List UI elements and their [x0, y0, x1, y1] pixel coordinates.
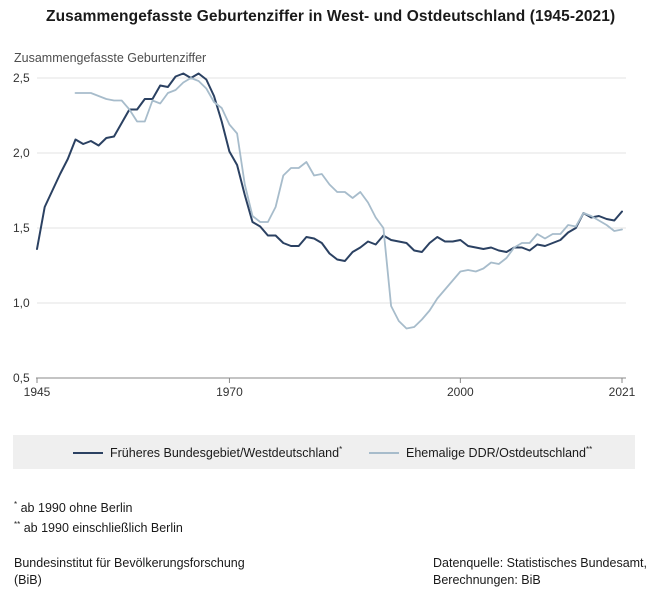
legend-swatch-east — [369, 452, 399, 454]
legend: Früheres Bundesgebiet/Westdeutschland* E… — [13, 435, 635, 469]
y-tick-label: 1,0 — [13, 296, 30, 310]
x-axis: 1945 1970 2000 2021 — [24, 377, 636, 399]
legend-label-west: Früheres Bundesgebiet/Westdeutschland* — [110, 445, 342, 460]
line-chart: 0,5 1,0 1,5 2,0 2,5 1945 1970 2000 2021 — [13, 71, 636, 399]
data-source-line-1: Datenquelle: Statistisches Bundesamt, — [433, 556, 648, 570]
x-tick-label: 1970 — [216, 385, 243, 399]
legend-mark-east: ** — [585, 445, 593, 454]
footnote-1-mark: * — [14, 500, 18, 509]
chart-title: Zusammengefasste Geburtenziffer in West-… — [46, 8, 616, 25]
publisher-line-1: Bundesinstitut für Bevölkerungsforschung — [14, 556, 245, 570]
footnote-1-text: ab 1990 ohne Berlin — [20, 501, 133, 516]
legend-text-west: Früheres Bundesgebiet/Westdeutschland — [110, 446, 340, 461]
publisher: Bundesinstitut für Bevölkerungsforschung… — [14, 555, 245, 589]
x-tick-label: 2000 — [447, 385, 474, 399]
footnote-2-text: ab 1990 einschließlich Berlin — [23, 521, 183, 536]
series-line-west — [36, 72, 623, 262]
legend-label-east: Ehemalige DDR/Ostdeutschland** — [406, 445, 592, 460]
y-axis-label: Zusammengefasste Geburtenziffer — [14, 51, 207, 65]
data-source-line-2: Berechnungen: BiB — [433, 573, 541, 587]
data-source: Datenquelle: Statistisches Bundesamt, Be… — [433, 555, 647, 589]
series-lines — [36, 72, 623, 330]
publisher-line-2: (BiB) — [14, 573, 42, 587]
y-tick-labels: 0,5 1,0 1,5 2,0 2,5 — [13, 71, 30, 385]
footnote-1: * ab 1990 ohne Berlin — [14, 500, 133, 515]
series-line-east — [74, 77, 623, 330]
grid-lines — [37, 77, 626, 304]
y-tick-label: 2,0 — [13, 146, 30, 160]
legend-mark-west: * — [339, 445, 343, 454]
footnote-2-mark: ** — [14, 520, 21, 529]
footnote-2: ** ab 1990 einschließlich Berlin — [14, 520, 183, 535]
legend-text-east: Ehemalige DDR/Ostdeutschland — [406, 446, 586, 461]
x-tick-label: 1945 — [24, 385, 51, 399]
y-tick-label: 1,5 — [13, 221, 30, 235]
y-tick-label: 2,5 — [13, 71, 30, 85]
y-tick-label: 0,5 — [13, 371, 30, 385]
x-tick-label: 2021 — [609, 385, 636, 399]
legend-swatch-west — [73, 452, 103, 454]
